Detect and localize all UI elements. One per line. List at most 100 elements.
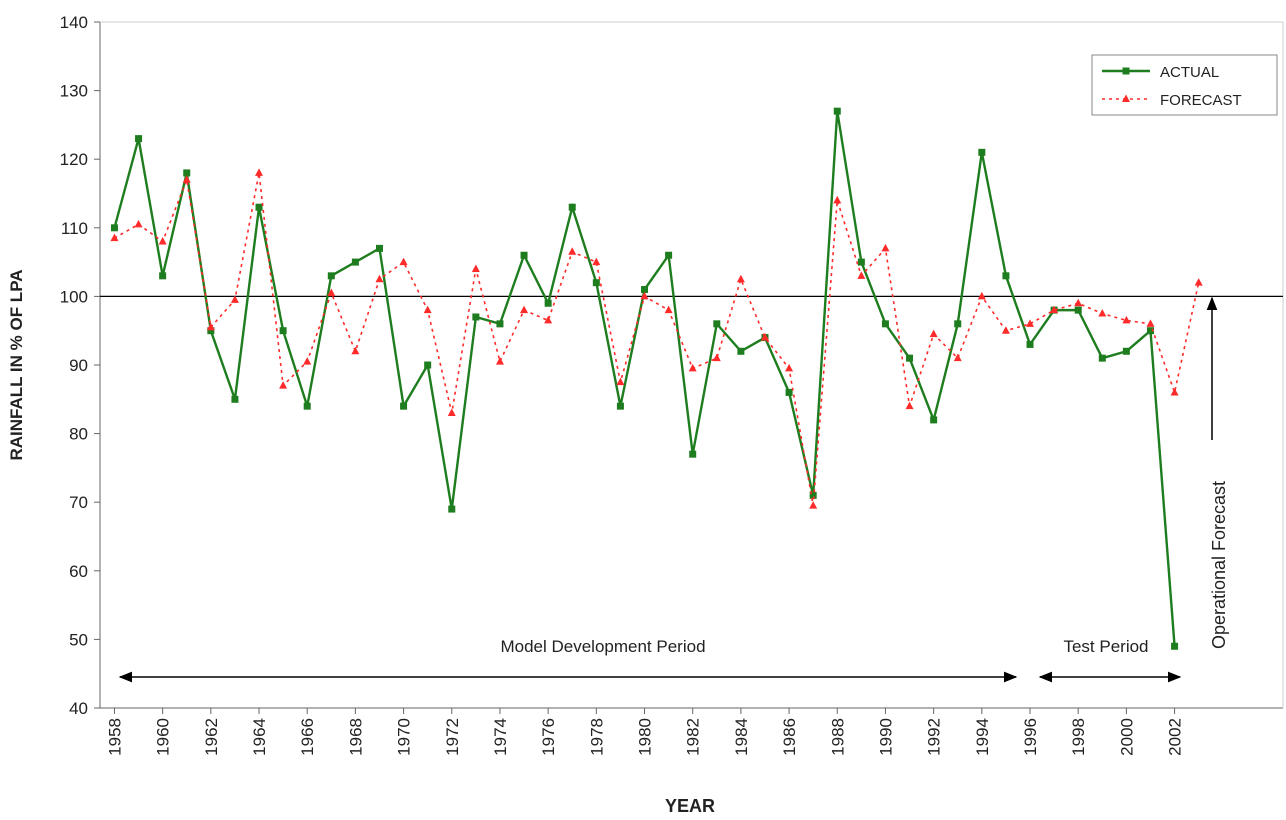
point [713, 320, 721, 328]
point [712, 353, 721, 362]
point [1001, 326, 1010, 334]
point [375, 244, 383, 252]
point [110, 224, 118, 232]
point [881, 320, 889, 328]
x-tick-label: 1968 [346, 718, 365, 756]
point [1026, 340, 1034, 348]
point [785, 388, 793, 396]
point [327, 272, 335, 280]
x-tick-label: 1994 [973, 718, 992, 756]
point [231, 395, 239, 403]
point [424, 361, 432, 369]
point [159, 272, 167, 280]
point [110, 233, 119, 242]
point [1146, 327, 1154, 335]
point [592, 279, 600, 287]
point [279, 327, 287, 335]
point [592, 257, 601, 266]
point [640, 291, 649, 300]
x-tick-label: 1970 [395, 718, 414, 756]
y-tick-label: 50 [69, 630, 88, 649]
x-tick-label: 1998 [1069, 718, 1088, 756]
point [1122, 315, 1131, 324]
point [1002, 272, 1010, 280]
x-tick-label: 2002 [1166, 718, 1185, 756]
point [930, 416, 938, 424]
point [351, 346, 360, 355]
y-tick-label: 70 [69, 493, 88, 512]
x-axis-label: YEAR [665, 796, 715, 816]
point [471, 264, 480, 272]
point [303, 402, 311, 410]
point [1171, 642, 1179, 650]
point [447, 408, 456, 417]
y-axis-label: RAINFALL IN % OF LPA [7, 269, 26, 460]
legend-label: FORECAST [1160, 92, 1242, 109]
x-tick-label: 1964 [250, 718, 269, 756]
y-tick-label: 110 [61, 219, 88, 238]
point [809, 491, 817, 499]
point [760, 333, 769, 341]
x-tick-label: 1990 [876, 718, 895, 756]
point [544, 299, 552, 307]
point [1194, 278, 1203, 286]
point [1098, 309, 1107, 317]
x-tick-label: 1988 [828, 718, 847, 756]
annotation: Test Period [1063, 637, 1148, 656]
point [857, 258, 865, 266]
point [496, 320, 504, 328]
point [399, 257, 408, 266]
point [423, 305, 432, 314]
x-tick-label: 1986 [780, 718, 799, 756]
x-tick-label: 1984 [732, 718, 751, 756]
y-tick-label: 90 [69, 356, 88, 375]
x-tick-label: 1976 [539, 718, 558, 756]
point [183, 169, 191, 177]
x-tick-label: 1960 [154, 718, 173, 756]
x-tick-label: 1966 [298, 718, 317, 756]
point [303, 357, 312, 365]
point [158, 237, 167, 245]
point [857, 271, 866, 279]
point [568, 203, 576, 211]
point [736, 274, 745, 283]
point [207, 327, 215, 335]
point [977, 291, 986, 300]
point [375, 274, 384, 283]
point [954, 320, 962, 328]
point [833, 195, 842, 204]
point [520, 251, 528, 259]
legend-label: ACTUAL [1160, 64, 1219, 81]
point [929, 329, 938, 338]
x-tick-label: 1978 [587, 718, 606, 756]
point [206, 322, 215, 331]
x-tick-label: 1958 [105, 718, 124, 756]
x-tick-label: 1982 [684, 718, 703, 756]
legend-marker [1122, 67, 1130, 75]
annotation: Operational Forecast [1209, 481, 1229, 649]
x-tick-label: 1972 [443, 718, 462, 756]
point [833, 107, 841, 115]
point [448, 505, 456, 513]
y-tick-label: 100 [60, 287, 88, 306]
y-tick-label: 60 [69, 562, 88, 581]
point [785, 363, 794, 372]
point [809, 501, 818, 509]
y-tick-label: 120 [60, 150, 88, 169]
y-tick-label: 80 [69, 425, 88, 444]
y-tick-label: 130 [60, 82, 88, 101]
point [688, 363, 697, 372]
point [665, 251, 673, 259]
legend-marker [1122, 94, 1130, 102]
legend-box [1091, 54, 1278, 116]
y-tick-label: 140 [60, 13, 88, 32]
point [255, 168, 264, 176]
point [279, 381, 288, 389]
point [905, 401, 914, 410]
point [1026, 319, 1035, 327]
point [135, 135, 143, 143]
point [689, 450, 697, 458]
point [472, 313, 480, 321]
point [255, 203, 263, 211]
